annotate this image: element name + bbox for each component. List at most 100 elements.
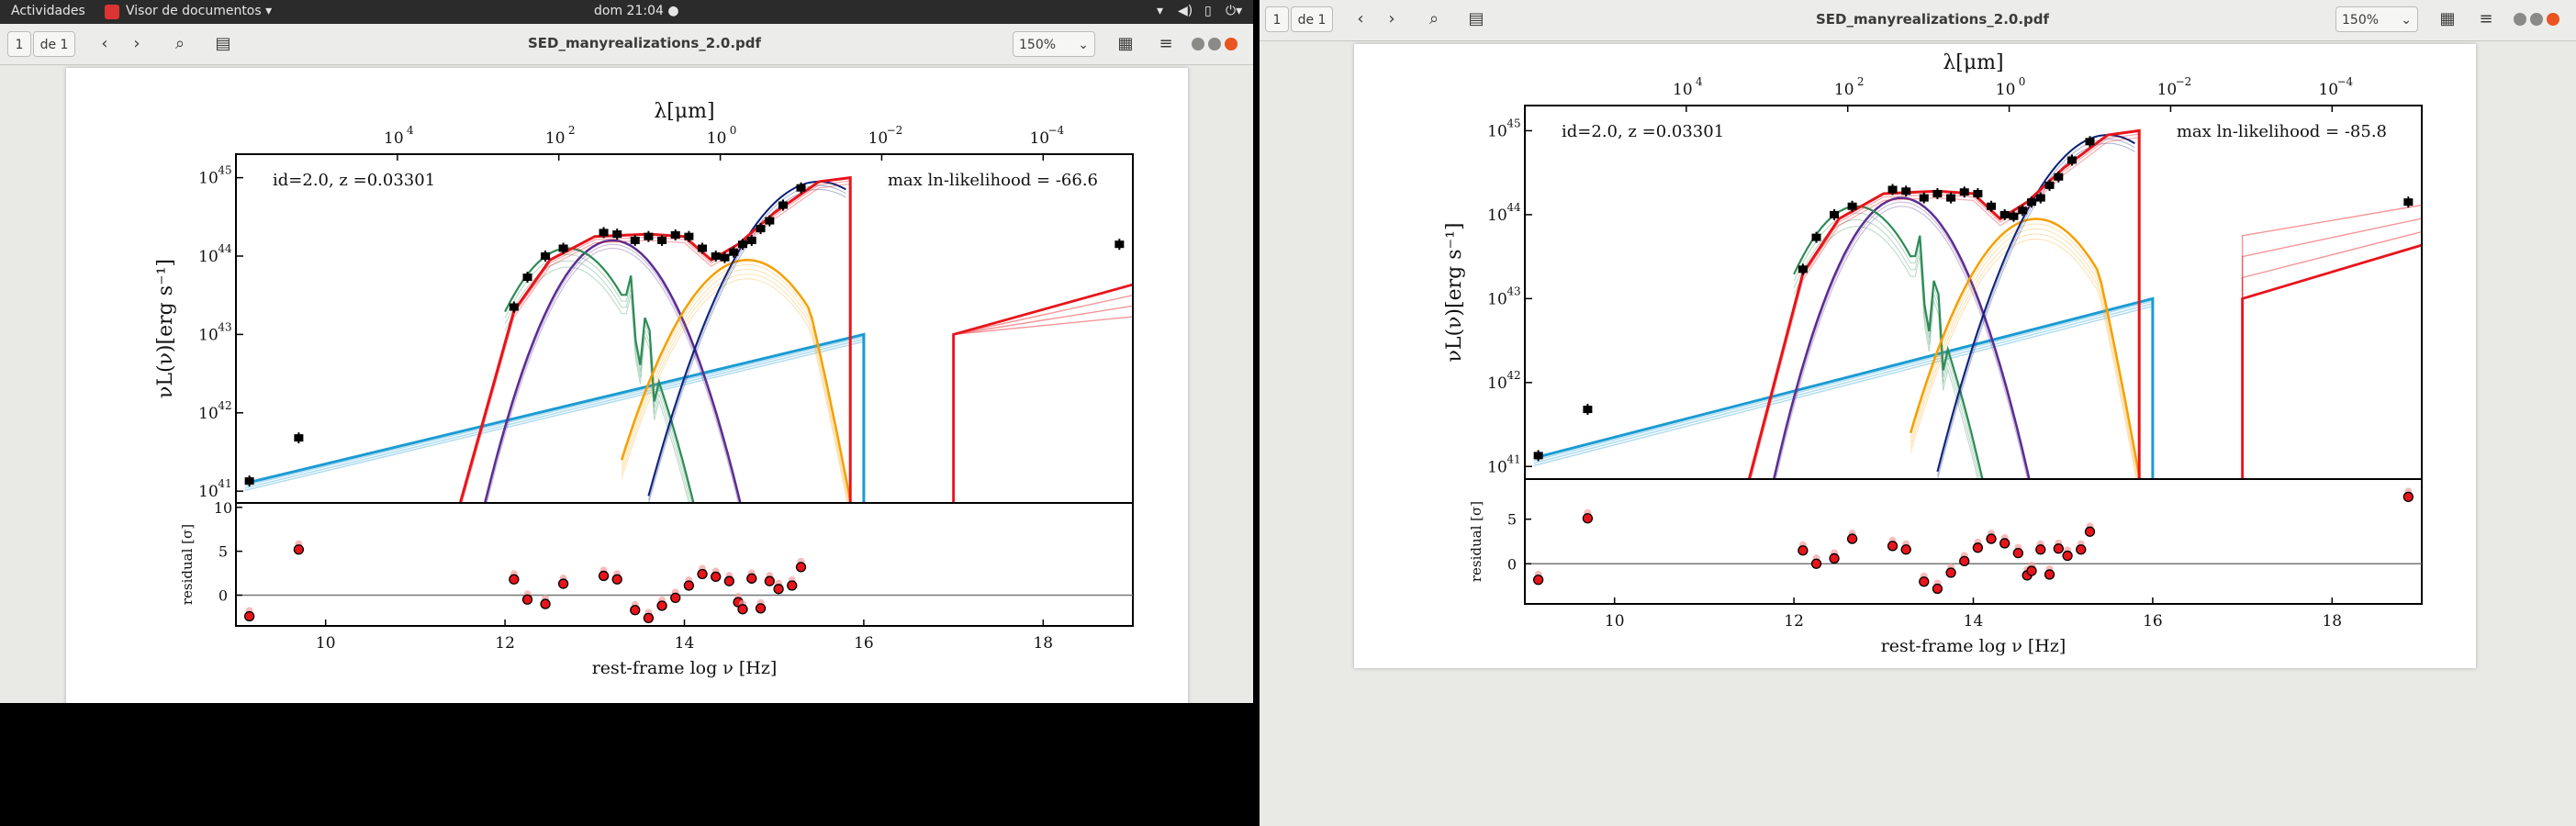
top-tick-label: 10 — [545, 129, 566, 148]
residual-point — [1945, 567, 1956, 578]
y-tick-label: 10 — [1487, 122, 1507, 140]
top-tick-label: 10 — [2318, 81, 2338, 99]
residual-point — [1887, 541, 1898, 552]
residual-point — [683, 580, 695, 591]
close-icon[interactable] — [2547, 13, 2559, 26]
photometry-point — [698, 244, 708, 252]
previous-page-icon[interactable]: ‹ — [101, 34, 108, 53]
photometry-point — [729, 248, 739, 256]
x-tick-label: 12 — [495, 634, 515, 653]
photometry-point — [657, 236, 667, 244]
page-number-input[interactable]: 1 — [1265, 6, 1289, 32]
photometry-point — [1847, 202, 1857, 210]
x-tick-label: 12 — [1784, 612, 1804, 631]
photometry-point — [711, 252, 721, 261]
page-number-input[interactable]: 1 — [7, 31, 31, 57]
y-tick-exponent: 41 — [1506, 452, 1520, 465]
xray-model-curve — [2241, 204, 2422, 479]
photometry-point — [244, 477, 254, 486]
torus-curve — [620, 259, 852, 503]
residual-point — [1972, 542, 1984, 553]
y-tick-exponent: 43 — [218, 320, 231, 333]
residual-point — [773, 584, 784, 595]
maximize-icon[interactable] — [2530, 13, 2543, 26]
residual-point — [2044, 569, 2055, 580]
photometry-point — [1798, 265, 1808, 273]
top-tick-exponent: −4 — [2336, 75, 2353, 88]
top-tick-exponent: 4 — [1696, 75, 1703, 88]
photometry-point — [720, 253, 730, 262]
photometry-point — [294, 434, 304, 442]
top-tick-label: 10 — [1029, 129, 1049, 148]
xray-model-curve — [952, 316, 1133, 503]
maximize-icon[interactable] — [1208, 38, 1221, 50]
search-icon[interactable]: ⌕ — [1428, 9, 1439, 28]
residual-point — [630, 605, 641, 616]
x-tick-label: 14 — [1964, 612, 1984, 631]
menu-icon[interactable]: ≡ — [1159, 34, 1173, 53]
photometry-point — [2403, 198, 2414, 206]
residual-point — [656, 600, 667, 611]
y-tick-label: 10 — [1487, 374, 1507, 393]
search-icon[interactable]: ⌕ — [174, 34, 185, 53]
pah-curve — [504, 253, 693, 503]
zoom-select[interactable]: 150% ⌄ — [2335, 6, 2418, 32]
minimize-icon[interactable] — [1192, 38, 1204, 50]
annotations-icon[interactable]: ▦ — [1117, 34, 1134, 53]
total-model-curve — [461, 183, 851, 503]
residual-point — [2402, 491, 2414, 503]
y-tick-label: 10 — [1487, 206, 1507, 225]
photometry-point — [1932, 190, 1943, 198]
photometry-point — [765, 217, 775, 225]
y-tick-exponent: 44 — [218, 242, 232, 255]
top-tick-label: 10 — [707, 129, 727, 148]
next-page-icon[interactable]: › — [1388, 9, 1395, 28]
photometry-point — [670, 230, 680, 239]
volume-icon[interactable]: ◀) — [1178, 4, 1193, 18]
sidebar-toggle-icon[interactable]: ▤ — [1468, 9, 1484, 28]
residual-point — [2084, 526, 2096, 537]
residual-axis-label: residual [σ] — [179, 524, 196, 605]
photometry-point — [1973, 190, 1983, 198]
photometry-point — [509, 303, 519, 311]
document-viewer-window-right: 1 de 1 ‹ › ⌕ ▤ SED_manyrealizations_2.0.… — [1260, 0, 2576, 826]
residual-point — [2062, 550, 2073, 562]
zoom-select[interactable]: 150% ⌄ — [1013, 31, 1095, 57]
residual-point — [244, 610, 255, 622]
menu-icon[interactable]: ≡ — [2479, 9, 2493, 28]
xray-model-curve — [2241, 230, 2422, 479]
y-tick-label: 10 — [1487, 290, 1507, 308]
close-icon[interactable] — [1225, 38, 1238, 50]
residual-point — [1986, 533, 1997, 544]
torus-curve — [1910, 228, 2139, 479]
agn-power-law-curve — [1533, 296, 2155, 479]
y-tick-exponent: 41 — [218, 477, 231, 490]
y-tick-exponent: 45 — [1506, 117, 1520, 129]
activities-button[interactable]: Actividades — [11, 4, 85, 18]
network-icon[interactable]: ▾ — [1157, 4, 1164, 18]
residual-tick-label: 5 — [1507, 511, 1517, 529]
photometry-point — [644, 232, 654, 240]
annotations-icon[interactable]: ▦ — [2439, 9, 2456, 28]
empty-workspace — [0, 703, 1253, 826]
minimize-icon[interactable] — [2514, 13, 2526, 26]
residual-point — [670, 592, 681, 604]
y-tick-label: 10 — [198, 405, 218, 423]
xray-model-curve — [2241, 243, 2422, 479]
residual-point — [509, 574, 520, 585]
y-tick-exponent: 42 — [1506, 369, 1520, 382]
residual-tick-label: 0 — [218, 587, 228, 605]
photometry-point — [630, 236, 640, 244]
pah-curve — [1793, 226, 1978, 479]
top-tick-exponent: 0 — [2019, 75, 2026, 88]
app-menu[interactable]: Visor de documentos ▾ — [126, 4, 273, 18]
cold-dust-curve — [483, 239, 742, 503]
clock[interactable]: dom 21:04 ● — [594, 4, 679, 18]
previous-page-icon[interactable]: ‹ — [1357, 9, 1364, 28]
power-icon[interactable]: ⏻▾ — [1226, 4, 1243, 18]
photometry-point — [2054, 173, 2064, 181]
sidebar-toggle-icon[interactable]: ▤ — [215, 34, 231, 53]
x-tick-label: 10 — [316, 634, 336, 653]
battery-icon[interactable]: ▯ — [1204, 4, 1212, 18]
next-page-icon[interactable]: › — [133, 34, 140, 53]
